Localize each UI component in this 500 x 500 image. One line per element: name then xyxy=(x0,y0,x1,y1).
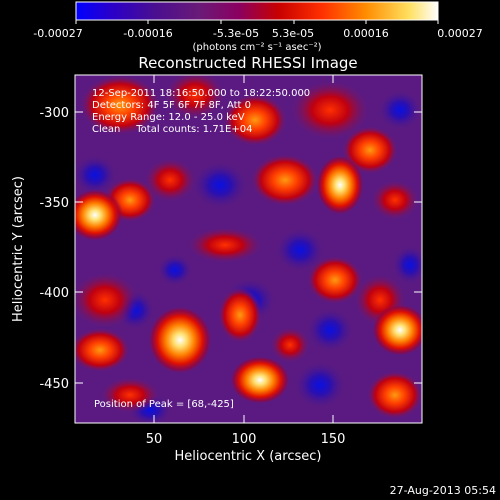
y-axis-label: Heliocentric Y (arcsec) xyxy=(11,176,26,322)
info-time-range: 12-Sep-2011 18:16:50.000 to 18:22:50.000 xyxy=(92,88,310,99)
y-tick-minus350: -350 xyxy=(39,196,69,211)
info-clean-counts: Clean Total counts: 1.71E+04 xyxy=(92,124,252,135)
y-tick-minus300: -300 xyxy=(39,106,69,121)
image-title: Reconstructed RHESSI Image xyxy=(138,54,357,72)
colorbar-tick-6: 0.00027 xyxy=(437,27,483,40)
y-axis xyxy=(75,111,422,384)
x-tick-150: 150 xyxy=(321,432,346,447)
colorbar-tick-5: 0.00016 xyxy=(343,27,389,40)
footer-timestamp: 27-Aug-2013 05:54 xyxy=(390,484,496,497)
colorbar: -0.00027 -0.00016 -5.3e-05 5.3e-05 0.000… xyxy=(33,1,483,53)
peak-position-label: Position of Peak = [68,-425] xyxy=(94,399,234,410)
colorbar-tick-1: -0.00027 xyxy=(33,27,82,40)
colorbar-tick-4: 5.3e-05 xyxy=(272,27,314,40)
y-tick-minus400: -400 xyxy=(39,286,69,301)
info-detectors: Detectors: 4F 5F 6F 7F 8F, Att 0 xyxy=(92,100,251,111)
y-tick-minus450: -450 xyxy=(39,377,69,392)
info-energy-range: Energy Range: 12.0 - 25.0 keV xyxy=(92,112,245,123)
x-axis-label: Heliocentric X (arcsec) xyxy=(175,449,322,464)
rhessi-map xyxy=(75,75,422,423)
x-tick-100: 100 xyxy=(232,432,257,447)
colorbar-scale xyxy=(75,1,439,21)
colorbar-tick-3: -5.3e-05 xyxy=(213,27,259,40)
x-axis xyxy=(153,75,334,423)
colorbar-units: (photons cm⁻² s⁻¹ asec⁻²) xyxy=(192,42,321,53)
colorbar-tick-2: -0.00016 xyxy=(123,27,172,40)
image-frame xyxy=(74,74,423,424)
x-tick-50: 50 xyxy=(146,432,163,447)
